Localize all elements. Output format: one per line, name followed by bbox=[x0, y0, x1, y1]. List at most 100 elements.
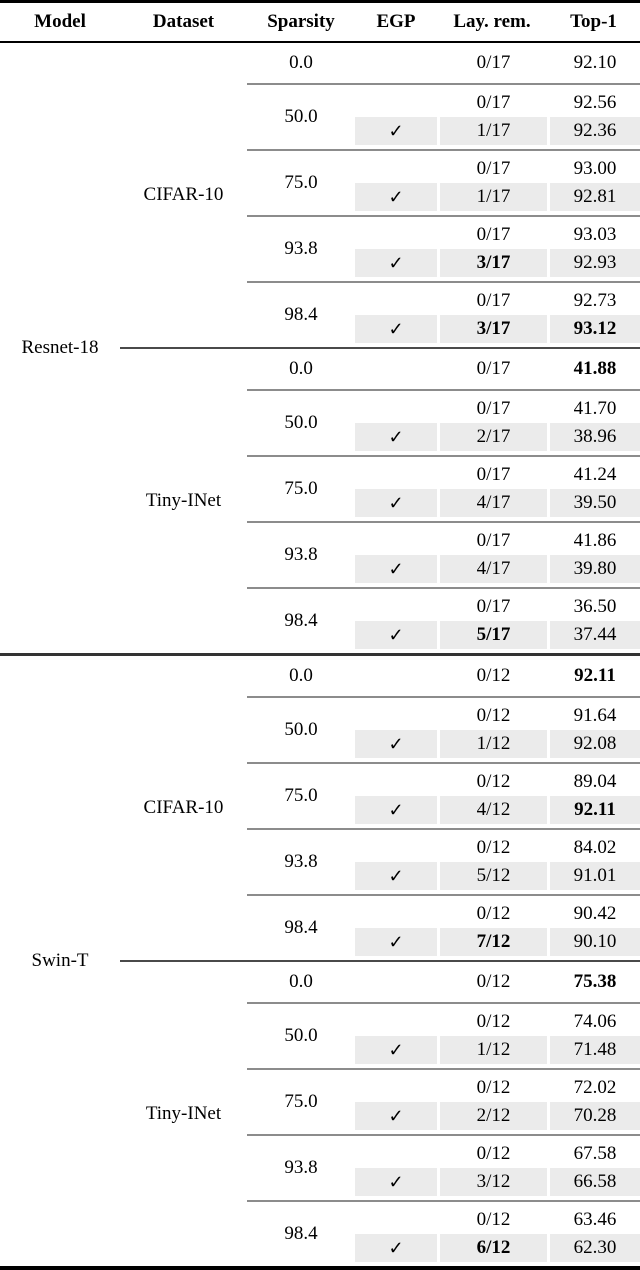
group-rows: 0/12 92.11 bbox=[355, 656, 640, 696]
group-rows: 0/17 93.03 ✓ 3/17 92.93 bbox=[355, 217, 640, 281]
check-icon: ✓ bbox=[388, 734, 404, 754]
check-icon: ✓ bbox=[388, 319, 404, 339]
dataset-section: CIFAR-10 0.0 0/12 92.11 50.0 0/12 91.64 ✓ 1/12 92… bbox=[120, 656, 640, 960]
egp-cell bbox=[355, 461, 437, 489]
sparsity-group: 98.4 0/17 36.50 ✓ 5/17 37.44 bbox=[247, 587, 640, 653]
group-rows: 0/12 91.64 ✓ 1/12 92.08 bbox=[355, 698, 640, 762]
group-rows: 0/17 41.88 bbox=[355, 349, 640, 389]
sparsity-value: 98.4 bbox=[284, 917, 318, 938]
top1-value: 67.58 bbox=[573, 1143, 617, 1164]
sparsity-groups: 0.0 0/17 41.88 50.0 0/17 41.70 ✓ 2/17 38.96 75.0 0… bbox=[247, 349, 640, 653]
layers-removed-value: 0/17 bbox=[476, 158, 511, 179]
sparsity-value: 98.4 bbox=[284, 1223, 318, 1244]
egp-cell: ✓ bbox=[355, 862, 437, 890]
top1-value: 89.04 bbox=[573, 771, 617, 792]
sparsity-group: 75.0 0/17 93.00 ✓ 1/17 92.81 bbox=[247, 149, 640, 215]
sparsity-group: 0.0 0/12 92.11 bbox=[247, 656, 640, 696]
table-row: 0/12 72.02 bbox=[355, 1074, 640, 1102]
top1-value: 39.80 bbox=[550, 555, 640, 583]
check-icon: ✓ bbox=[388, 559, 404, 579]
table-row: ✓ 6/12 62.30 bbox=[355, 1234, 640, 1262]
sparsity-group: 75.0 0/17 41.24 ✓ 4/17 39.50 bbox=[247, 455, 640, 521]
sparsity-group: 50.0 0/17 92.56 ✓ 1/17 92.36 bbox=[247, 83, 640, 149]
egp-cell bbox=[355, 1140, 437, 1168]
col-header-model: Model bbox=[34, 11, 86, 32]
group-rows: 0/17 92.56 ✓ 1/17 92.36 bbox=[355, 85, 640, 149]
layers-removed-value: 5/17 bbox=[440, 621, 547, 649]
model-label: Resnet-18 bbox=[21, 337, 99, 358]
sparsity-groups: 0.0 0/12 92.11 50.0 0/12 91.64 ✓ 1/12 92.08 75.0 0… bbox=[247, 656, 640, 960]
layers-removed-value: 1/12 bbox=[440, 730, 547, 758]
group-rows: 0/12 90.42 ✓ 7/12 90.10 bbox=[355, 896, 640, 960]
table-row: ✓ 5/17 37.44 bbox=[355, 621, 640, 649]
sparsity-value: 75.0 bbox=[284, 785, 318, 806]
top1-value: 92.93 bbox=[550, 249, 640, 277]
dataset-label: CIFAR-10 bbox=[143, 797, 224, 818]
sparsity-value: 50.0 bbox=[284, 412, 318, 433]
table-body: Resnet-18 CIFAR-10 0.0 0/17 92.10 50.0 0/17 92.… bbox=[0, 43, 640, 1266]
group-rows: 0/12 75.38 bbox=[355, 962, 640, 1002]
layers-removed-value: 3/17 bbox=[440, 249, 547, 277]
model-datasets: CIFAR-10 0.0 0/12 92.11 50.0 0/12 91.64 ✓ 1/12 92… bbox=[120, 656, 640, 1266]
model-label: Swin-T bbox=[31, 950, 89, 971]
group-rows: 0/17 41.24 ✓ 4/17 39.50 bbox=[355, 457, 640, 521]
layers-removed-value: 0/12 bbox=[476, 1209, 511, 1230]
dataset-section: Tiny-INet 0.0 0/12 75.38 50.0 0/12 74.06 ✓ 1/12 7… bbox=[120, 960, 640, 1266]
sparsity-value: 98.4 bbox=[284, 610, 318, 631]
check-icon: ✓ bbox=[388, 427, 404, 447]
egp-cell bbox=[355, 900, 437, 928]
check-icon: ✓ bbox=[388, 493, 404, 513]
layers-removed-value: 0/17 bbox=[476, 530, 511, 551]
group-rows: 0/12 74.06 ✓ 1/12 71.48 bbox=[355, 1004, 640, 1068]
table-row: 0/12 84.02 bbox=[355, 834, 640, 862]
sparsity-group: 75.0 0/12 89.04 ✓ 4/12 92.11 bbox=[247, 762, 640, 828]
egp-cell: ✓ bbox=[355, 928, 437, 956]
check-icon: ✓ bbox=[388, 932, 404, 952]
sparsity-groups: 0.0 0/12 75.38 50.0 0/12 74.06 ✓ 1/12 71.48 75.0 0… bbox=[247, 962, 640, 1266]
layers-removed-value: 5/12 bbox=[440, 862, 547, 890]
group-rows: 0/12 72.02 ✓ 2/12 70.28 bbox=[355, 1070, 640, 1134]
check-icon: ✓ bbox=[388, 625, 404, 645]
table-row: 0/12 92.11 bbox=[355, 662, 640, 690]
egp-cell bbox=[355, 1074, 437, 1102]
top1-value: 93.00 bbox=[573, 158, 617, 179]
egp-cell bbox=[355, 355, 437, 383]
table-row: 0/17 93.03 bbox=[355, 221, 640, 249]
group-rows: 0/17 92.10 bbox=[355, 43, 640, 83]
top1-value: 92.36 bbox=[550, 117, 640, 145]
top1-value: 62.30 bbox=[550, 1234, 640, 1262]
sparsity-value: 0.0 bbox=[289, 358, 313, 379]
group-rows: 0/12 84.02 ✓ 5/12 91.01 bbox=[355, 830, 640, 894]
top1-value: 75.38 bbox=[573, 971, 617, 992]
layers-removed-value: 4/12 bbox=[440, 796, 547, 824]
sparsity-group: 0.0 0/17 41.88 bbox=[247, 349, 640, 389]
egp-cell: ✓ bbox=[355, 1102, 437, 1130]
dataset-label: Tiny-INet bbox=[145, 1103, 222, 1124]
sparsity-group: 98.4 0/12 63.46 ✓ 6/12 62.30 bbox=[247, 1200, 640, 1266]
layers-removed-value: 3/12 bbox=[440, 1168, 547, 1196]
table-row: 0/17 41.86 bbox=[355, 527, 640, 555]
layers-removed-value: 1/17 bbox=[440, 117, 547, 145]
egp-cell bbox=[355, 395, 437, 423]
check-icon: ✓ bbox=[388, 187, 404, 207]
sparsity-value: 75.0 bbox=[284, 478, 318, 499]
table-row: 0/12 91.64 bbox=[355, 702, 640, 730]
sparsity-group: 93.8 0/17 93.03 ✓ 3/17 92.93 bbox=[247, 215, 640, 281]
sparsity-value: 93.8 bbox=[284, 851, 318, 872]
layers-removed-value: 0/17 bbox=[476, 398, 511, 419]
top1-value: 41.86 bbox=[573, 530, 617, 551]
table-row: 0/17 41.70 bbox=[355, 395, 640, 423]
sparsity-group: 50.0 0/12 74.06 ✓ 1/12 71.48 bbox=[247, 1002, 640, 1068]
layers-removed-value: 0/17 bbox=[476, 290, 511, 311]
egp-cell: ✓ bbox=[355, 1234, 437, 1262]
egp-cell: ✓ bbox=[355, 315, 437, 343]
check-icon: ✓ bbox=[388, 1040, 404, 1060]
egp-cell bbox=[355, 768, 437, 796]
table-row: 0/17 36.50 bbox=[355, 593, 640, 621]
sparsity-group: 93.8 0/17 41.86 ✓ 4/17 39.80 bbox=[247, 521, 640, 587]
model-block: Resnet-18 CIFAR-10 0.0 0/17 92.10 50.0 0/17 92.… bbox=[0, 43, 640, 653]
group-rows: 0/17 41.70 ✓ 2/17 38.96 bbox=[355, 391, 640, 455]
table-row: ✓ 4/12 92.11 bbox=[355, 796, 640, 824]
layers-removed-value: 0/17 bbox=[476, 92, 511, 113]
top1-value: 90.10 bbox=[550, 928, 640, 956]
